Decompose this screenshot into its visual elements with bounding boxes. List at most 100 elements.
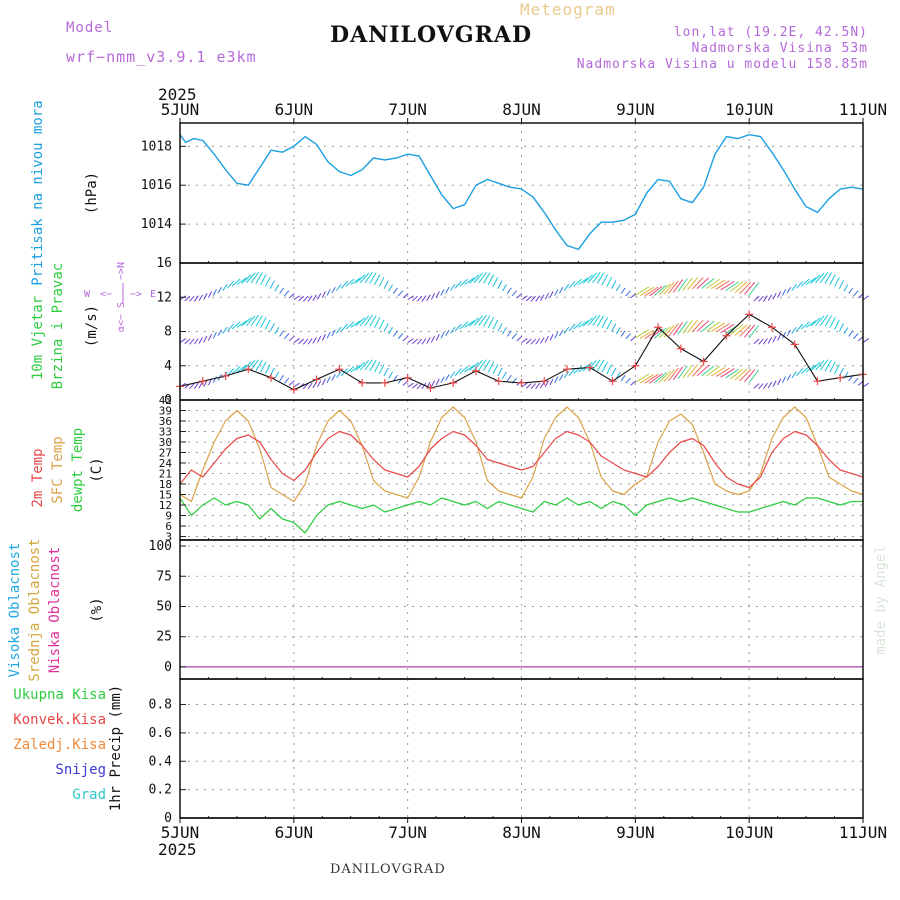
wind-barb bbox=[544, 293, 549, 300]
dewpoint-line bbox=[179, 497, 863, 534]
y-tick-label: 8 bbox=[164, 325, 172, 340]
wind-barb bbox=[279, 330, 285, 337]
wind-barb bbox=[412, 383, 418, 389]
wind-barb bbox=[487, 317, 495, 328]
wind-barb bbox=[805, 364, 817, 373]
wind-barb bbox=[862, 338, 870, 343]
precip-legend-3: Snijeg bbox=[55, 762, 106, 778]
wind-barb bbox=[317, 335, 322, 343]
wind-barb bbox=[592, 314, 601, 326]
wind-barb bbox=[217, 286, 222, 294]
wind-barb bbox=[601, 317, 609, 328]
wind-barb bbox=[834, 276, 840, 287]
wind-barb bbox=[331, 286, 336, 294]
wind-marker bbox=[790, 340, 799, 349]
wind-barb bbox=[777, 333, 782, 341]
wind-barb bbox=[402, 335, 409, 342]
wind-barb bbox=[212, 376, 217, 384]
wind-barb bbox=[264, 276, 271, 287]
wind-barb bbox=[762, 382, 768, 390]
wind-barb bbox=[725, 281, 739, 292]
wind-barb bbox=[255, 315, 263, 327]
compass-n: −>N bbox=[116, 262, 127, 280]
wind-barb bbox=[236, 364, 247, 373]
wind-barb bbox=[838, 323, 845, 332]
y-tick-label: 100 bbox=[149, 539, 172, 554]
wind-barb bbox=[388, 284, 394, 292]
wind-barb bbox=[668, 280, 679, 294]
wind-barb bbox=[189, 338, 195, 345]
wind-barb bbox=[625, 290, 631, 297]
wind-barb bbox=[843, 327, 849, 335]
wind-barb bbox=[487, 274, 495, 286]
y-tick-label: 0 bbox=[164, 811, 172, 826]
wind-marker bbox=[471, 366, 480, 375]
wind-barb bbox=[739, 324, 752, 337]
y-tick-label: 27 bbox=[159, 447, 172, 460]
wind-barb bbox=[848, 330, 854, 337]
y-tick-label: 1014 bbox=[141, 217, 172, 232]
wind-barb bbox=[336, 326, 342, 334]
wind-barb bbox=[407, 338, 414, 343]
page-title: DANILOVGRAD bbox=[330, 22, 533, 48]
wind-barb bbox=[198, 294, 203, 301]
wind-barb bbox=[492, 364, 499, 375]
wind-barb bbox=[573, 278, 583, 287]
wind-barb bbox=[554, 331, 559, 339]
temp-unit: (C) bbox=[89, 457, 105, 482]
wind-barb bbox=[772, 335, 777, 343]
compass-s: α<− S bbox=[116, 302, 127, 332]
wind-barb bbox=[231, 365, 241, 374]
wind-barb bbox=[796, 323, 804, 332]
wind-barb bbox=[563, 283, 570, 291]
wind-marker bbox=[244, 365, 253, 374]
wind-barb bbox=[407, 295, 414, 301]
wind-barb bbox=[260, 274, 267, 286]
wind-barb bbox=[336, 371, 342, 379]
wind-barb bbox=[592, 359, 601, 371]
wind-barb bbox=[734, 281, 748, 294]
wind-barb bbox=[862, 382, 870, 388]
wind-barb bbox=[473, 315, 484, 326]
wind-barb bbox=[639, 374, 654, 384]
wind-barb bbox=[696, 364, 710, 377]
wind-barb bbox=[298, 338, 305, 345]
wind-barb bbox=[250, 314, 260, 326]
wind-barb bbox=[525, 295, 532, 302]
wind-barb bbox=[364, 359, 373, 371]
x-tick-label-top: 7JUN bbox=[388, 100, 427, 119]
wind-barb bbox=[753, 383, 760, 389]
wind-barb bbox=[393, 287, 398, 294]
wind-barb bbox=[203, 335, 208, 343]
wind-barb bbox=[834, 319, 840, 330]
wind-barb bbox=[596, 359, 605, 372]
wind-barb bbox=[383, 280, 389, 289]
wind-barb bbox=[663, 324, 675, 338]
wind-barb bbox=[582, 361, 593, 372]
precip-legend-4: Grad bbox=[72, 787, 106, 803]
wind-barb bbox=[791, 326, 797, 334]
wind-barb bbox=[350, 277, 361, 285]
wind-barb bbox=[544, 335, 549, 343]
wind-barb bbox=[658, 283, 671, 296]
wind-barb bbox=[345, 278, 355, 287]
wind-barb bbox=[283, 333, 290, 340]
wind-barb bbox=[701, 320, 715, 332]
x-tick-label-bottom: 7JUN bbox=[388, 823, 427, 842]
wind-barb bbox=[241, 317, 252, 327]
wind-barb bbox=[255, 272, 263, 284]
wind-marker bbox=[426, 384, 435, 393]
wind-barb bbox=[397, 333, 404, 340]
wind-barb bbox=[549, 378, 554, 386]
wind-barb bbox=[677, 278, 688, 292]
wind-barb bbox=[848, 287, 854, 294]
x-tick-label-top: 8JUN bbox=[502, 100, 541, 119]
wind-barb bbox=[620, 374, 626, 382]
wind-barb bbox=[378, 276, 385, 287]
wind-barb bbox=[193, 338, 199, 345]
wind-barb bbox=[696, 320, 710, 332]
wind-barb bbox=[620, 330, 626, 337]
wind-barb bbox=[739, 281, 752, 294]
wind-barb bbox=[454, 280, 462, 289]
wind-barb bbox=[568, 323, 576, 332]
